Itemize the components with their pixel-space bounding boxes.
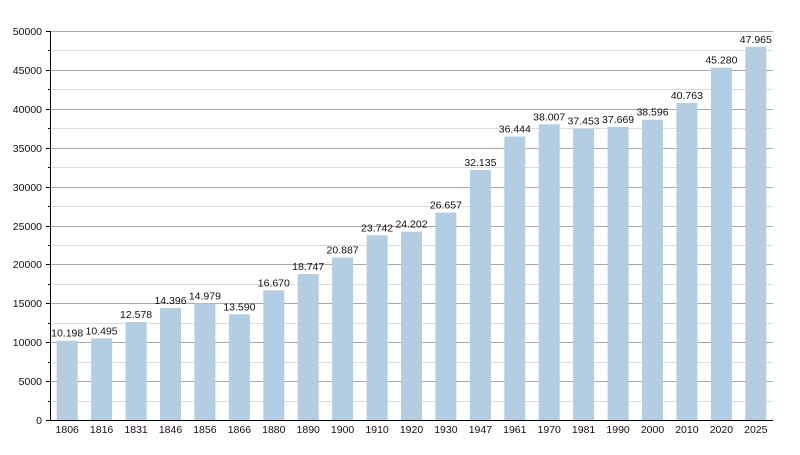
x-tick-label: 1866 <box>228 424 252 436</box>
y-tick-label: 5000 <box>19 376 43 388</box>
x-tick-label: 1806 <box>56 424 80 436</box>
bar <box>332 257 354 420</box>
bar-value-label: 10.495 <box>86 325 118 337</box>
bar-layer <box>56 46 767 421</box>
x-tick-label: 1816 <box>90 424 114 436</box>
y-tick-label: 0 <box>36 415 42 427</box>
y-tick-label: 45000 <box>13 65 42 77</box>
bar-value-label: 32.135 <box>464 157 496 169</box>
y-tick-label: 20000 <box>13 259 42 271</box>
x-tick-label: 1900 <box>331 424 355 436</box>
bar-value-label: 18.747 <box>292 261 324 273</box>
bar <box>194 303 216 420</box>
bar-value-label: 38.007 <box>533 111 565 123</box>
bar-value-label: 26.657 <box>430 200 462 212</box>
bar <box>263 290 285 420</box>
bar <box>710 67 732 420</box>
y-tick-label: 40000 <box>13 104 42 116</box>
x-tick-label: 2025 <box>744 424 768 436</box>
bar <box>228 314 250 420</box>
y-tick-label: 35000 <box>13 143 42 155</box>
x-tick-label: 1970 <box>538 424 562 436</box>
x-tick-label: 1930 <box>434 424 458 436</box>
x-tick-label: 2020 <box>710 424 734 436</box>
bar <box>504 136 526 420</box>
y-tick-label: 10000 <box>13 337 42 349</box>
bar <box>125 322 147 420</box>
x-tick-label: 1981 <box>572 424 596 436</box>
y-tick-label: 25000 <box>13 221 42 233</box>
bar-value-label: 37.453 <box>568 116 600 128</box>
bar <box>91 338 113 420</box>
bar <box>607 126 629 421</box>
y-tick-label: 30000 <box>13 182 42 194</box>
x-tick-label: 1920 <box>400 424 424 436</box>
x-tick-label: 1910 <box>365 424 389 436</box>
x-tick-label: 1890 <box>297 424 321 436</box>
x-tick-label: 1990 <box>606 424 630 436</box>
bar-value-label: 23.742 <box>361 222 393 234</box>
bar-value-label: 16.670 <box>258 277 290 289</box>
bar-value-label: 20.887 <box>327 245 359 257</box>
bar <box>676 102 698 421</box>
bar-value-label: 36.444 <box>499 124 531 136</box>
x-tick-label: 1846 <box>159 424 183 436</box>
bar-value-label: 13.590 <box>223 301 255 313</box>
bar-value-label: 10.198 <box>51 328 83 340</box>
bar <box>160 308 181 420</box>
bar <box>745 46 767 421</box>
bar-value-label: 12.578 <box>120 309 152 321</box>
x-tick-label: 2000 <box>641 424 665 436</box>
y-tick-label: 15000 <box>13 298 42 310</box>
y-tick-label: 50000 <box>13 26 42 38</box>
x-tick-label: 1856 <box>193 424 217 436</box>
x-tick-label: 2010 <box>675 424 699 436</box>
bar <box>469 170 491 420</box>
bar-value-label: 14.396 <box>154 295 186 307</box>
x-tick-label: 1880 <box>262 424 286 436</box>
bar <box>538 124 560 421</box>
bar-value-label: 38.596 <box>636 107 668 119</box>
bar-value-label: 40.763 <box>671 90 703 102</box>
bar-value-label: 24.202 <box>395 219 427 231</box>
bar-value-label: 14.979 <box>189 291 221 303</box>
bar <box>435 212 457 420</box>
bar-value-label: 45.280 <box>705 55 737 67</box>
bar <box>366 235 388 420</box>
label-layer: 0 5000 10000 15000 20000 25000 30000 35000 40000… <box>13 26 772 436</box>
bar <box>297 274 319 420</box>
bar <box>56 340 78 420</box>
x-tick-label: 1961 <box>503 424 527 436</box>
bar <box>642 119 663 420</box>
bar <box>401 231 422 420</box>
x-tick-label: 1947 <box>469 424 493 436</box>
bar-value-label: 37.669 <box>602 114 634 126</box>
bar <box>573 128 595 420</box>
axis-layer <box>46 31 773 421</box>
bar-value-label: 47.965 <box>740 34 772 46</box>
x-tick-label: 1831 <box>124 424 148 436</box>
